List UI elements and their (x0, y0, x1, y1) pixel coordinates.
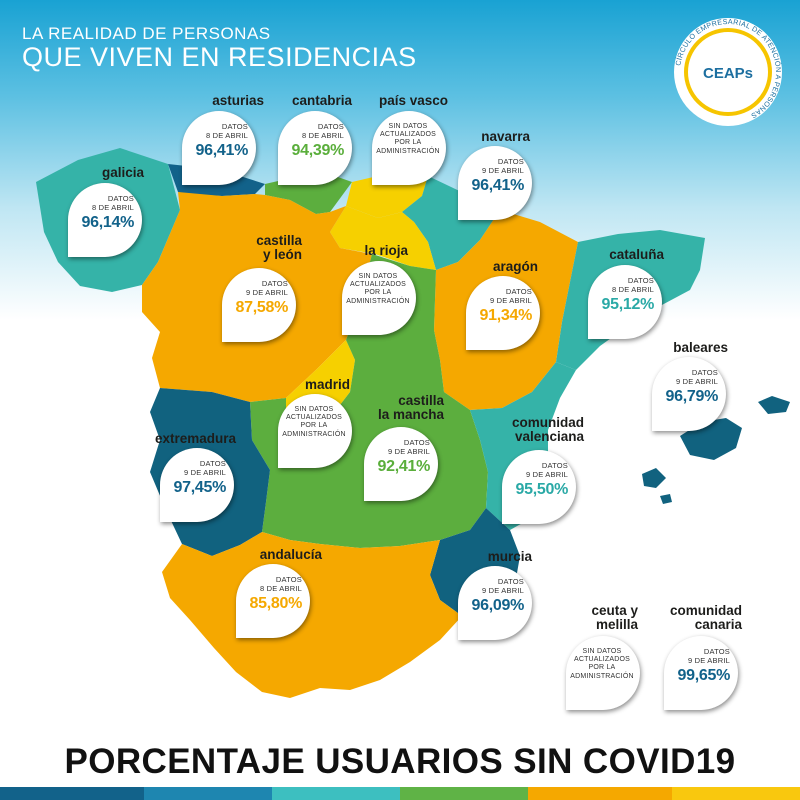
header-line2: QUE VIVEN EN RESIDENCIAS (22, 42, 417, 72)
bubble-castilla-mancha: DATOS 9 DE ABRIL 92,41% (364, 427, 438, 501)
value-extremadura: 97,45% (173, 479, 227, 496)
bubble-cataluna: DATOS 8 DE ABRIL 95,12% (588, 265, 662, 339)
region-baleares-ibiza (642, 468, 666, 488)
value-andalucia: 85,80% (249, 595, 303, 612)
footer-title: PORCENTAJE USUARIOS SIN COVID19 (64, 742, 736, 781)
bubble-castilla-leon: DATOS 9 DE ABRIL 87,58% (222, 268, 296, 342)
date-navarra: DATOS 9 DE ABRIL (481, 157, 524, 175)
ceaps-logo: CÍRCULO EMPRESARIAL DE ATENCIÓN A PERSON… (673, 17, 783, 126)
bubble-ceuta-melilla: SIN DATOS ACTUALIZADOS POR LA ADMINISTRA… (566, 636, 640, 710)
bubble-aragon: DATOS 9 DE ABRIL 91,34% (466, 276, 540, 350)
value-castilla-mancha: 92,41% (377, 458, 431, 475)
date-canarias: DATOS 9 DE ABRIL (687, 647, 730, 665)
bubble-andalucia: DATOS 8 DE ABRIL 85,80% (236, 564, 310, 638)
date-ceuta-melilla: SIN DATOS ACTUALIZADOS POR LA ADMINISTRA… (570, 648, 634, 680)
bubble-navarra: DATOS 9 DE ABRIL 96,41% (458, 146, 532, 220)
bubble-asturias: DATOS 8 DE ABRIL 96,41% (182, 111, 256, 185)
label-la-rioja: la rioja (364, 243, 408, 258)
date-valenciana: DATOS 9 DE ABRIL (525, 461, 568, 479)
label-galicia: galicia (101, 165, 144, 180)
label-ceuta-melilla: ceuta y melilla (591, 603, 638, 632)
region-cantabria (265, 176, 352, 214)
date-la-rioja: SIN DATOS ACTUALIZADOS POR LA ADMINISTRA… (346, 273, 410, 305)
bubble-murcia: DATOS 9 DE ABRIL 96,09% (458, 566, 532, 640)
value-asturias: 96,41% (195, 142, 249, 159)
value-cantabria: 94,39% (291, 142, 345, 159)
date-baleares: DATOS 9 DE ABRIL (675, 368, 718, 386)
region-baleares-menorca (758, 396, 790, 414)
value-castilla-leon: 87,58% (235, 299, 289, 316)
date-castilla-mancha: DATOS 9 DE ABRIL (387, 438, 430, 456)
date-extremadura: DATOS 9 DE ABRIL (183, 459, 226, 477)
value-galicia: 96,14% (81, 214, 135, 231)
label-castilla-leon: castilla y león (256, 233, 302, 262)
label-navarra: navarra (481, 129, 530, 144)
color-stripe (0, 787, 800, 800)
label-castilla-mancha: castilla la mancha (377, 393, 444, 422)
bubble-la-rioja: SIN DATOS ACTUALIZADOS POR LA ADMINISTRA… (342, 261, 416, 335)
label-canarias: comunidad canaria (669, 603, 742, 632)
region-la-rioja (330, 206, 436, 270)
bubble-valenciana: DATOS 9 DE ABRIL 95,50% (502, 450, 576, 524)
bubble-cantabria: DATOS 8 DE ABRIL 94,39% (278, 111, 352, 185)
value-cataluna: 95,12% (601, 296, 655, 313)
label-extremadura: extremadura (154, 431, 236, 446)
date-madrid: SIN DATOS ACTUALIZADOS POR LA ADMINISTRA… (282, 406, 346, 438)
region-baleares-formentera (660, 494, 672, 504)
value-canarias: 99,65% (677, 667, 731, 684)
label-cantabria: cantabria (291, 93, 352, 108)
label-madrid: madrid (304, 377, 350, 392)
date-pais-vasco: SIN DATOS ACTUALIZADOS POR LA ADMINISTRA… (376, 123, 440, 155)
label-andalucia: andalucía (259, 547, 322, 562)
date-aragon: DATOS 9 DE ABRIL (489, 287, 532, 305)
bubble-baleares: DATOS 9 DE ABRIL 96,79% (652, 357, 726, 431)
header-line1: LA REALIDAD DE PERSONAS (22, 24, 271, 43)
label-murcia: murcia (487, 549, 532, 564)
date-asturias: DATOS 8 DE ABRIL (205, 122, 248, 140)
value-aragon: 91,34% (479, 307, 533, 324)
bubble-canarias: DATOS 9 DE ABRIL 99,65% (664, 636, 738, 710)
label-pais-vasco: país vasco (378, 93, 448, 108)
value-murcia: 96,09% (471, 597, 525, 614)
value-baleares: 96,79% (665, 388, 719, 405)
date-andalucia: DATOS 8 DE ABRIL (259, 575, 302, 593)
bubble-pais-vasco: SIN DATOS ACTUALIZADOS POR LA ADMINISTRA… (372, 111, 446, 185)
value-navarra: 96,41% (471, 177, 525, 194)
label-cataluna: cataluña (609, 247, 664, 262)
bubble-extremadura: DATOS 9 DE ABRIL 97,45% (160, 448, 234, 522)
date-murcia: DATOS 9 DE ABRIL (481, 577, 524, 595)
date-galicia: DATOS 8 DE ABRIL (91, 194, 134, 212)
region-andalucia (162, 532, 462, 698)
label-baleares: baleares (673, 340, 728, 355)
bubble-galicia: DATOS 8 DE ABRIL 96,14% (68, 183, 142, 257)
logo-brand: CEAPs (703, 65, 753, 82)
date-castilla-leon: DATOS 9 DE ABRIL (245, 279, 288, 297)
label-valenciana: comunidad valenciana (511, 415, 584, 444)
label-asturias: asturias (212, 93, 264, 108)
label-aragon: aragón (492, 259, 538, 274)
bubble-madrid: SIN DATOS ACTUALIZADOS POR LA ADMINISTRA… (278, 394, 352, 468)
date-cantabria: DATOS 8 DE ABRIL (301, 122, 344, 140)
value-valenciana: 95,50% (515, 481, 569, 498)
date-cataluna: DATOS 8 DE ABRIL (611, 276, 654, 294)
